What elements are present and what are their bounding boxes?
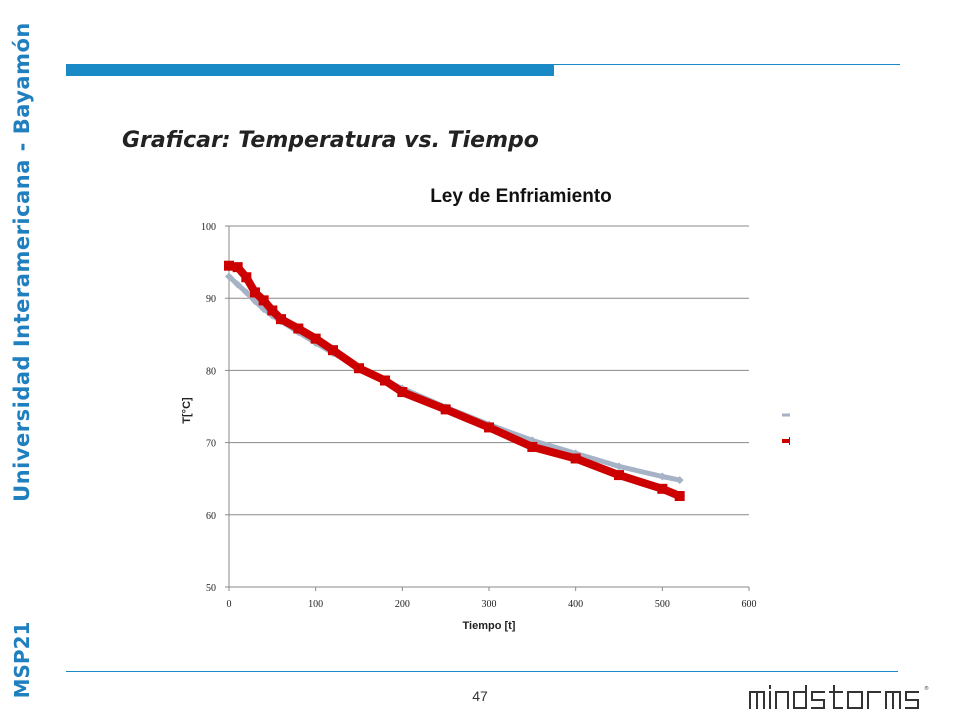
- series-plastico-point: [328, 345, 338, 356]
- y-axis-title: T[°C]: [181, 397, 193, 424]
- series-plastico-point: [267, 305, 278, 316]
- x-tick-label: 0: [227, 599, 232, 610]
- slide-title: Graficar: Temperatura vs. Tiempo: [122, 128, 539, 153]
- mindstorms-logo-icon: ®: [749, 685, 929, 709]
- university-name: Universidad Interamericana - Bayamón: [10, 22, 34, 502]
- series-plastico-point: [293, 323, 304, 334]
- header-accent-bar: [66, 64, 554, 76]
- cooling-chart: Ley de Enfriamiento 50 60 70 80 90 100 0 100 200 3…: [181, 186, 790, 632]
- series-plastico-line: [225, 261, 684, 500]
- x-tick-label: 300: [482, 599, 497, 610]
- series-plastico-point: [241, 272, 252, 283]
- series-plastico-point: [354, 363, 364, 374]
- series-plastico-point: [484, 422, 494, 433]
- series-plastico-point: [614, 470, 624, 481]
- series-plastico-point: [258, 295, 269, 306]
- x-tick-label: 400: [568, 599, 583, 610]
- y-tick-label: 100: [201, 222, 216, 233]
- series-plastico-point: [380, 375, 390, 386]
- series-plastico-point: [657, 483, 668, 494]
- series-foam-point: [658, 472, 667, 481]
- chart-title: Ley de Enfriamiento: [430, 186, 612, 207]
- series-plastico-point: [232, 262, 243, 273]
- y-tick-label: 60: [206, 511, 216, 522]
- course-code: MSP21: [10, 621, 34, 699]
- series-plastico-point: [276, 314, 286, 325]
- series-foam-point: [233, 280, 242, 289]
- legend-foam-marker: [789, 414, 790, 416]
- svg-text:®: ®: [924, 685, 929, 692]
- footer-rule: [66, 671, 898, 672]
- series-foam-point: [675, 476, 684, 485]
- series-foam-point: [225, 272, 233, 281]
- header-accent-line: [554, 64, 900, 65]
- series-plastico-point: [250, 287, 260, 298]
- series-foam-point: [242, 288, 251, 297]
- y-tick-label: 70: [206, 439, 216, 450]
- page-number: 47: [472, 688, 488, 704]
- sidebar-banner: Universidad Interamericana - Bayamón MSP…: [4, 0, 40, 720]
- series-plastico-point: [397, 387, 408, 398]
- series-foam-point: [615, 462, 623, 471]
- series-plastico-point: [527, 441, 538, 452]
- x-axis-title: Tiempo [t]: [463, 620, 516, 632]
- series-plastico-point: [570, 453, 581, 464]
- legend-plastico-marker: [789, 437, 790, 445]
- x-tick-label: 100: [308, 599, 323, 610]
- y-tick-label: 50: [206, 583, 216, 594]
- series-plastico-point: [224, 260, 234, 271]
- series-plastico-point: [310, 333, 321, 344]
- series-foam-line: [226, 274, 683, 483]
- y-tick-label: 80: [206, 366, 216, 377]
- y-tick-label: 90: [206, 294, 216, 305]
- series-plastico-point: [440, 404, 451, 415]
- x-tick-label: 500: [655, 599, 670, 610]
- x-tick-label: 200: [395, 599, 410, 610]
- series-plastico-point: [674, 491, 685, 502]
- x-tick-label: 600: [742, 599, 757, 610]
